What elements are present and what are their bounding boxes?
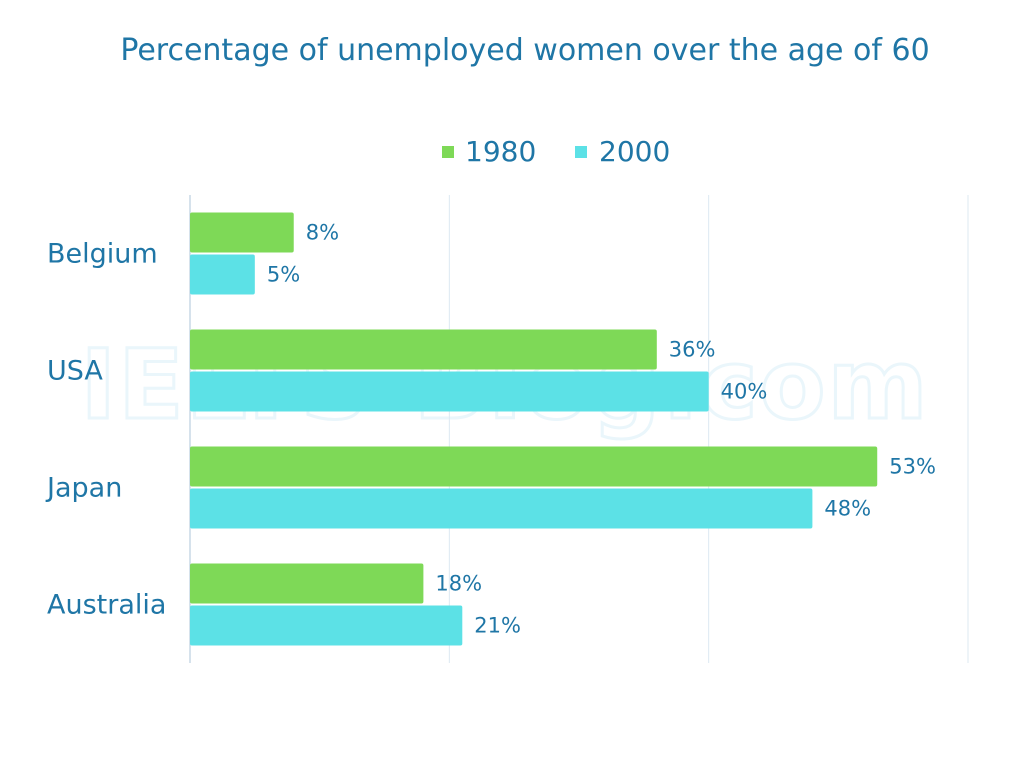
bar-australia-2000 (190, 605, 463, 646)
bar-australia-1980 (190, 563, 424, 604)
bars (190, 212, 878, 646)
bar-japan-2000 (190, 488, 813, 529)
data-label-japan-2000: 48% (824, 497, 871, 521)
category-label-japan: Japan (45, 473, 122, 504)
data-label-australia-2000: 21% (474, 614, 521, 638)
legend-swatch-1980 (442, 146, 454, 158)
legend: 1980 2000 (442, 135, 670, 168)
data-label-japan-1980: 53% (889, 455, 936, 479)
data-label-usa-2000: 40% (721, 380, 768, 404)
bar-japan-1980 (190, 446, 878, 487)
bar-usa-1980 (190, 329, 657, 370)
labels: Belgium 8%5% USA 36%40% Japan 53% 48% Australia… (45, 221, 936, 638)
bar-belgium-1980 (190, 212, 294, 253)
category-label-belgium: Belgium (47, 239, 158, 270)
data-label-usa-1980: 36% (669, 338, 716, 362)
category-label-australia: Australia (47, 590, 166, 621)
bar-belgium-2000 (190, 254, 255, 295)
data-label-belgium-2000: 5% (267, 263, 300, 287)
legend-label-1980: 1980 (465, 135, 536, 168)
bar-usa-2000 (190, 371, 709, 412)
legend-swatch-2000 (575, 146, 587, 158)
data-label-belgium-1980: 8% (306, 221, 339, 245)
chart-title: Percentage of unemployed women over the … (120, 33, 929, 68)
legend-label-2000: 2000 (599, 135, 670, 168)
data-label-australia-1980: 18% (435, 572, 482, 596)
category-label-usa: USA (47, 356, 103, 387)
